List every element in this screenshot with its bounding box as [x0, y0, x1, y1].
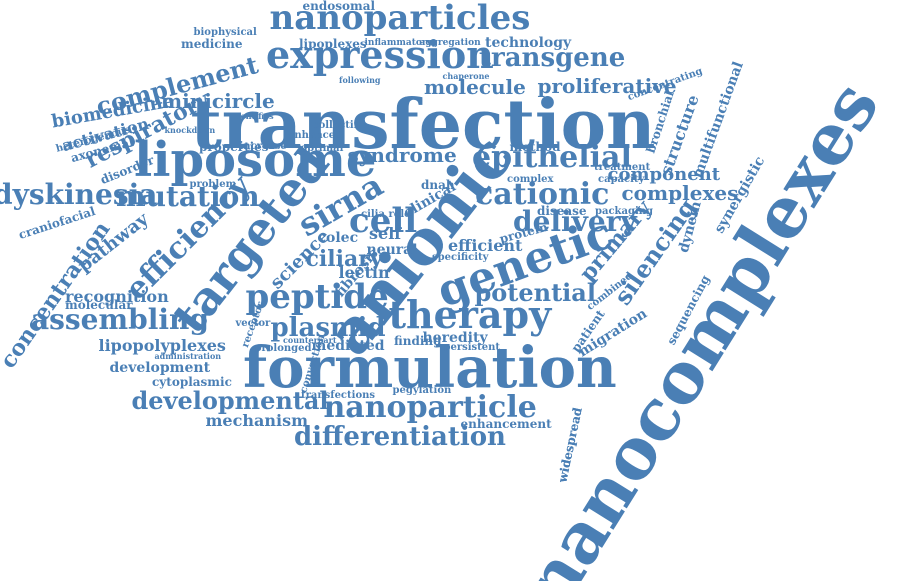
- cloud-word: biophysical: [193, 27, 257, 38]
- cloud-word: efficient: [448, 236, 523, 255]
- cloud-word: heredity: [422, 330, 488, 346]
- cloud-word: assembling: [31, 303, 209, 336]
- cloud-word: persistent: [443, 342, 501, 353]
- cloud-word: plasmid: [270, 313, 386, 343]
- cloud-word: delivery: [513, 205, 637, 238]
- cloud-word: knockdown: [164, 125, 216, 135]
- cloud-word: minicircle: [161, 89, 275, 113]
- cloud-word: complexes: [621, 181, 739, 205]
- cloud-word: transgene: [479, 43, 626, 73]
- cloud-word: aggregation: [419, 37, 481, 48]
- cloud-word: cationic: [475, 177, 610, 212]
- cloud-word: pegylation: [392, 385, 452, 396]
- cloud-word: properties: [199, 140, 269, 154]
- cloud-word: cilia role: [361, 209, 411, 220]
- cloud-word: inflammatory: [364, 37, 432, 48]
- cloud-word: complex: [507, 174, 554, 185]
- cloud-word: chaperone: [442, 71, 490, 81]
- cloud-word: identifies: [232, 111, 274, 121]
- cloud-word: peptide: [245, 277, 389, 317]
- cloud-word: dyskinesia: [0, 178, 158, 211]
- cloud-word: increase: [239, 141, 287, 152]
- cloud-word: problem: [189, 179, 237, 190]
- cloud-word: dnah: [421, 178, 455, 192]
- cloud-word: developmental: [131, 386, 329, 415]
- cloud-word: optimal: [300, 143, 344, 154]
- cloud-word: mutation: [116, 180, 260, 213]
- cloud-word: self: [369, 224, 402, 243]
- cloud-word: collectin: [312, 120, 362, 131]
- cloud-word: nanoparticles: [269, 0, 531, 38]
- cloud-word: finding: [394, 334, 442, 348]
- cloud-word: component: [607, 164, 721, 185]
- cloud-word: syndrome: [347, 143, 457, 167]
- cloud-word: formulation: [243, 335, 617, 401]
- cloud-word: colec: [317, 230, 359, 246]
- cloud-word: ciliary: [305, 246, 383, 272]
- cloud-word: lipopolyplexes: [98, 336, 226, 355]
- cloud-word: counterpart: [283, 335, 337, 345]
- cloud-word: mediated: [311, 338, 385, 354]
- cloud-word: neural: [366, 242, 418, 258]
- cloud-word: treatment: [594, 162, 651, 173]
- cloud-word: transfections: [301, 390, 376, 401]
- cloud-word: potential: [474, 278, 596, 307]
- cloud-word: endosomal: [302, 0, 376, 13]
- cloud-word: lectin: [338, 263, 390, 282]
- cloud-word: development: [109, 360, 211, 376]
- cloud-word: transfection: [190, 85, 656, 165]
- cloud-word: specificity: [432, 252, 489, 263]
- cloud-word: enhancement: [460, 417, 552, 431]
- cloud-word: mechanism: [205, 411, 309, 430]
- cloud-word: nanoparticle: [323, 390, 537, 425]
- cloud-word: administration: [154, 351, 222, 361]
- cloud-word: technology: [485, 35, 572, 51]
- cloud-word: lipoplexes: [299, 37, 367, 51]
- cloud-word: therapy: [388, 292, 552, 337]
- cloud-word: liposome: [134, 132, 377, 188]
- cloud-word: vector: [235, 318, 271, 329]
- cloud-word: proliferative: [537, 74, 677, 98]
- cloud-word: molecular: [65, 298, 133, 312]
- cloud-word: recognition: [65, 287, 169, 306]
- cloud-word: differentiation: [294, 422, 506, 452]
- cloud-word: expression: [266, 32, 494, 77]
- cloud-word: disease: [537, 204, 587, 218]
- cloud-word: prolonged: [254, 343, 312, 354]
- cloud-word: medicine: [181, 37, 243, 51]
- cloud-word: following: [339, 75, 381, 85]
- cloud-word: enhanced: [288, 130, 343, 141]
- cloud-word: epithelial: [472, 140, 632, 175]
- cloud-word: cytoplasmic: [152, 375, 232, 389]
- cloud-word: molecule: [424, 75, 526, 99]
- cloud-word: cell: [349, 201, 418, 241]
- cloud-word: capacity: [598, 174, 645, 185]
- cloud-word: packaging: [595, 206, 654, 217]
- cloud-word: method: [509, 140, 561, 154]
